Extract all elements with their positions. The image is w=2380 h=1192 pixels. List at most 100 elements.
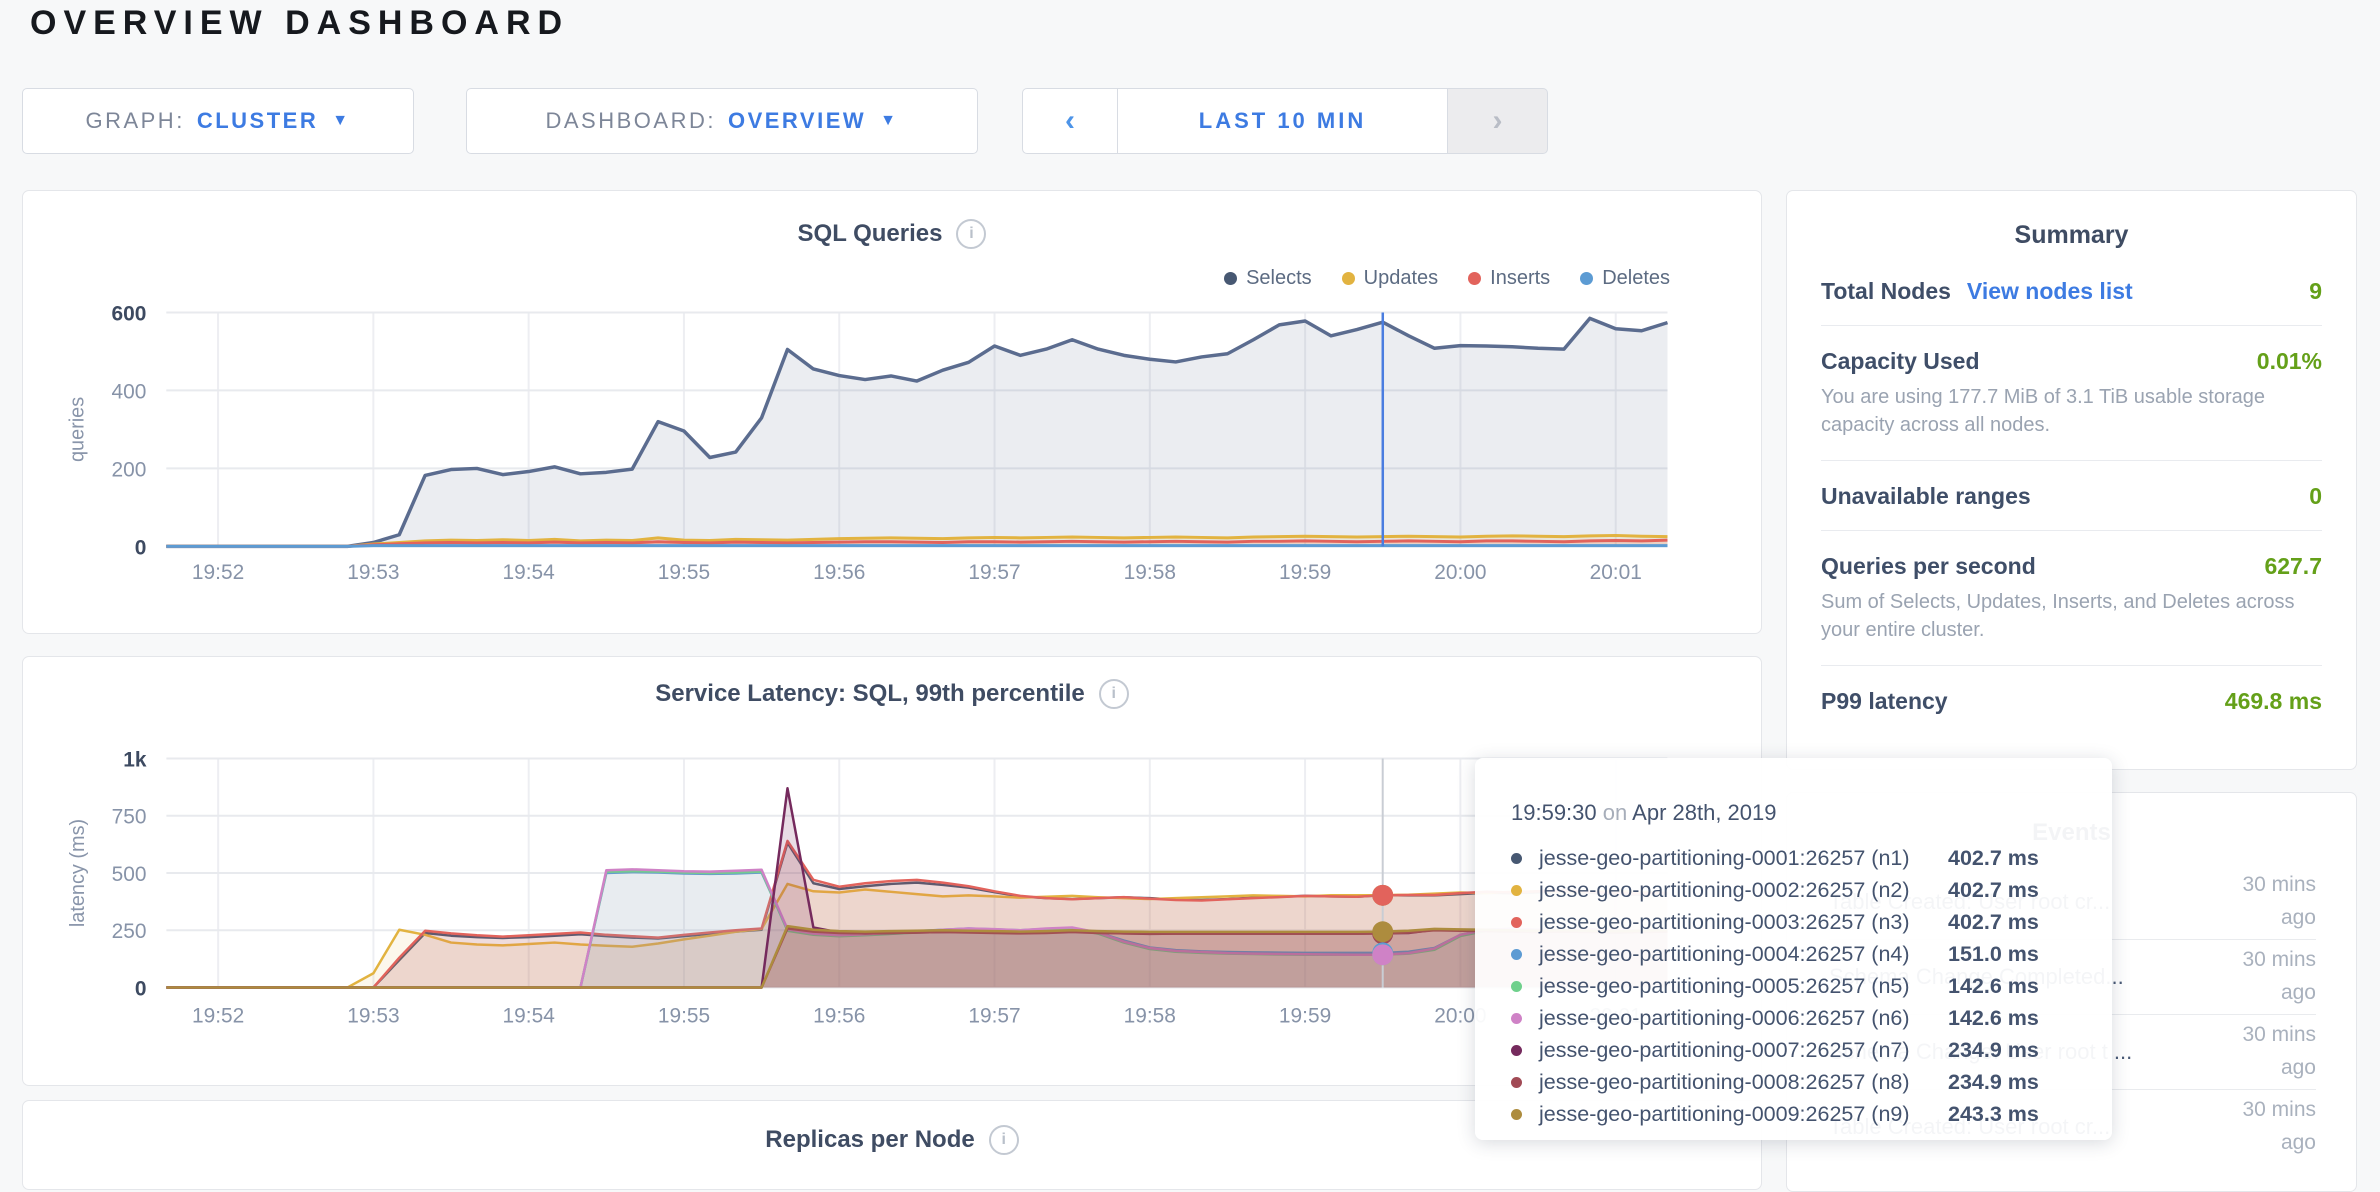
node-color-dot-icon bbox=[1511, 916, 1522, 928]
legend-dot-icon bbox=[1468, 272, 1482, 285]
node-name: jesse-geo-partitioning-0001:26257 (n1) bbox=[1539, 845, 1910, 870]
chart-title-text: Service Latency: SQL, 99th percentile bbox=[655, 680, 1085, 707]
node-latency-value: 402.7 ms bbox=[1948, 845, 2039, 870]
dashboard-dropdown[interactable]: DASHBOARD: OVERVIEW ▼ bbox=[466, 88, 978, 154]
summary-card: Summary Total Nodes View nodes list 9 Ca… bbox=[1786, 190, 2357, 770]
node-name: jesse-geo-partitioning-0007:26257 (n7) bbox=[1539, 1037, 1910, 1062]
node-color-dot-icon bbox=[1511, 1076, 1522, 1088]
graph-dropdown-label: GRAPH: bbox=[85, 108, 185, 133]
chevron-down-icon: ▼ bbox=[332, 112, 351, 129]
svg-text:19:58: 19:58 bbox=[1124, 561, 1176, 584]
svg-text:20:00: 20:00 bbox=[1434, 561, 1486, 584]
node-color-dot-icon bbox=[1511, 1012, 1522, 1024]
node-color-dot-icon bbox=[1511, 1044, 1522, 1056]
node-name: jesse-geo-partitioning-0006:26257 (n6) bbox=[1539, 1005, 1910, 1030]
dashboard-dropdown-value: OVERVIEW bbox=[727, 108, 867, 133]
event-timestamp: 30 mins ago bbox=[2242, 948, 2316, 1004]
node-latency-value: 142.6 ms bbox=[1948, 973, 2039, 998]
time-range-button[interactable]: LAST 10 MIN bbox=[1118, 88, 1448, 154]
legend-label: Inserts bbox=[1490, 267, 1551, 289]
summary-row-p99: P99 latency 469.8 ms bbox=[1821, 666, 2322, 735]
node-name: jesse-geo-partitioning-0003:26257 (n3) bbox=[1539, 909, 1910, 934]
svg-text:19:52: 19:52 bbox=[192, 561, 244, 584]
legend-item[interactable]: Inserts bbox=[1468, 267, 1550, 290]
svg-text:250: 250 bbox=[112, 920, 147, 943]
tooltip-time: 19:59:30 bbox=[1511, 800, 1597, 825]
time-range-selector: ‹ LAST 10 MIN › bbox=[1022, 88, 1548, 154]
event-timestamp: 30 mins ago bbox=[2242, 873, 2316, 929]
graph-dropdown[interactable]: GRAPH: CLUSTER ▼ bbox=[22, 88, 414, 154]
node-latency-value: 234.9 ms bbox=[1948, 1069, 2039, 1094]
chart-title-text: SQL Queries bbox=[797, 220, 943, 247]
tooltip-node-row: jesse-geo-partitioning-0005:26257 (n5) 14… bbox=[1511, 970, 2072, 1002]
time-prev-button[interactable]: ‹ bbox=[1022, 88, 1118, 154]
node-color-dot-icon bbox=[1511, 1108, 1522, 1120]
sql-queries-card: SQL Queries i Selects Updates Inserts Delet… bbox=[22, 190, 1762, 634]
time-next-button: › bbox=[1448, 88, 1548, 154]
info-icon[interactable]: i bbox=[988, 1125, 1019, 1155]
svg-text:750: 750 bbox=[112, 806, 147, 829]
service-latency-title: Service Latency: SQL, 99th percentile i bbox=[23, 679, 1761, 709]
p99-latency-label: P99 latency bbox=[1821, 687, 1948, 714]
info-icon[interactable]: i bbox=[956, 219, 987, 249]
svg-text:500: 500 bbox=[112, 863, 147, 886]
summary-row-unavailable: Unavailable ranges 0 bbox=[1821, 461, 2322, 531]
svg-text:400: 400 bbox=[112, 380, 147, 403]
service-latency-chart[interactable]: 0 250 500 750 1k 19:52 19:53 19:54 19:55 19:56 19:… bbox=[23, 657, 1761, 1085]
node-color-dot-icon bbox=[1511, 884, 1522, 896]
node-latency-value: 402.7 ms bbox=[1948, 877, 2039, 902]
chevron-down-icon: ▼ bbox=[880, 112, 899, 129]
p99-latency-value: 469.8 ms bbox=[2224, 687, 2322, 714]
event-timestamp: 30 mins ago bbox=[2242, 1023, 2316, 1079]
summary-row-qps: Queries per second 627.7 Sum of Selects,… bbox=[1821, 531, 2322, 666]
svg-text:600: 600 bbox=[112, 302, 147, 325]
unavailable-ranges-label: Unavailable ranges bbox=[1821, 482, 2031, 509]
sql-queries-legend: Selects Updates Inserts Deletes bbox=[1224, 267, 1670, 290]
legend-item[interactable]: Selects bbox=[1224, 267, 1312, 290]
graph-dropdown-value: CLUSTER bbox=[196, 108, 319, 133]
svg-text:19:55: 19:55 bbox=[658, 561, 710, 584]
svg-text:19:53: 19:53 bbox=[347, 561, 399, 584]
info-icon[interactable]: i bbox=[1098, 679, 1129, 709]
legend-label: Updates bbox=[1363, 267, 1439, 289]
node-color-dot-icon bbox=[1511, 852, 1522, 864]
tooltip-node-row: jesse-geo-partitioning-0006:26257 (n6) 14… bbox=[1511, 1002, 2072, 1034]
node-name: jesse-geo-partitioning-0008:26257 (n8) bbox=[1539, 1069, 1910, 1094]
tooltip-node-row: jesse-geo-partitioning-0008:26257 (n8) 23… bbox=[1511, 1066, 2072, 1098]
capacity-used-value: 0.01% bbox=[2256, 348, 2322, 374]
svg-text:19:59: 19:59 bbox=[1279, 561, 1331, 584]
svg-text:19:59: 19:59 bbox=[1279, 1004, 1331, 1027]
legend-dot-icon bbox=[1341, 272, 1355, 285]
legend-dot-icon bbox=[1224, 272, 1238, 285]
svg-text:0: 0 bbox=[135, 977, 147, 1000]
tooltip-conj: on bbox=[1602, 800, 1628, 825]
sql-queries-chart[interactable]: 0 200 400 600 19:52 19:53 19:54 19:55 19:56 19:57… bbox=[23, 191, 1761, 633]
svg-text:19:54: 19:54 bbox=[503, 561, 555, 584]
node-latency-value: 234.9 ms bbox=[1948, 1037, 2039, 1062]
node-latency-value: 151.0 ms bbox=[1948, 941, 2039, 966]
svg-text:queries: queries bbox=[67, 397, 89, 462]
tooltip-node-row: jesse-geo-partitioning-0007:26257 (n7) 23… bbox=[1511, 1034, 2072, 1066]
qps-value: 627.7 bbox=[2264, 552, 2322, 579]
tooltip-node-row: jesse-geo-partitioning-0004:26257 (n4) 15… bbox=[1511, 938, 2072, 970]
node-color-dot-icon bbox=[1511, 980, 1522, 992]
sql-queries-title: SQL Queries i bbox=[23, 219, 1761, 249]
tooltip-node-row: jesse-geo-partitioning-0002:26257 (n2) 40… bbox=[1511, 874, 2072, 906]
node-color-dot-icon bbox=[1511, 948, 1522, 960]
legend-item[interactable]: Deletes bbox=[1580, 267, 1670, 290]
tooltip-date: Apr 28th, 2019 bbox=[1632, 800, 1777, 825]
dashboard-dropdown-label: DASHBOARD: bbox=[545, 108, 716, 133]
view-nodes-list-link[interactable]: View nodes list bbox=[1966, 278, 2133, 304]
svg-text:latency (ms): latency (ms) bbox=[67, 819, 89, 927]
summary-row-capacity: Capacity Used 0.01% You are using 177.7 … bbox=[1821, 326, 2322, 461]
legend-item[interactable]: Updates bbox=[1341, 267, 1439, 290]
replicas-per-node-title: Replicas per Node i bbox=[23, 1125, 1761, 1155]
svg-text:19:57: 19:57 bbox=[968, 561, 1020, 584]
svg-text:19:55: 19:55 bbox=[658, 1004, 710, 1027]
svg-text:19:56: 19:56 bbox=[813, 561, 865, 584]
svg-text:19:54: 19:54 bbox=[503, 1004, 555, 1027]
chart-hover-tooltip: 19:59:30 on Apr 28th, 2019 jesse-geo-par… bbox=[1475, 758, 2112, 1140]
node-latency-value: 243.3 ms bbox=[1948, 1101, 2039, 1126]
tooltip-node-row: jesse-geo-partitioning-0003:26257 (n3) 40… bbox=[1511, 906, 2072, 938]
svg-text:200: 200 bbox=[112, 458, 147, 481]
